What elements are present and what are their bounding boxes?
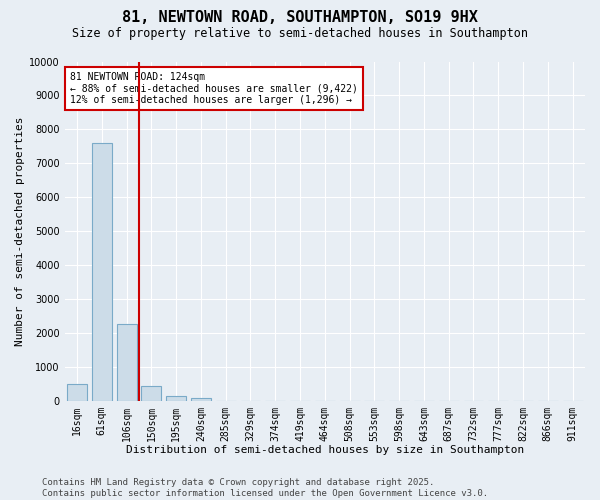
Text: Contains HM Land Registry data © Crown copyright and database right 2025.
Contai: Contains HM Land Registry data © Crown c…: [42, 478, 488, 498]
Bar: [166, 396, 186, 400]
Bar: [142, 386, 161, 400]
X-axis label: Distribution of semi-detached houses by size in Southampton: Distribution of semi-detached houses by …: [126, 445, 524, 455]
Text: 81 NEWTOWN ROAD: 124sqm
← 88% of semi-detached houses are smaller (9,422)
12% of: 81 NEWTOWN ROAD: 124sqm ← 88% of semi-de…: [70, 72, 358, 105]
Text: 81, NEWTOWN ROAD, SOUTHAMPTON, SO19 9HX: 81, NEWTOWN ROAD, SOUTHAMPTON, SO19 9HX: [122, 10, 478, 25]
Text: Size of property relative to semi-detached houses in Southampton: Size of property relative to semi-detach…: [72, 28, 528, 40]
Bar: [67, 384, 87, 400]
Y-axis label: Number of semi-detached properties: Number of semi-detached properties: [15, 116, 25, 346]
Bar: [92, 143, 112, 401]
Bar: [116, 324, 137, 400]
Bar: [191, 398, 211, 400]
